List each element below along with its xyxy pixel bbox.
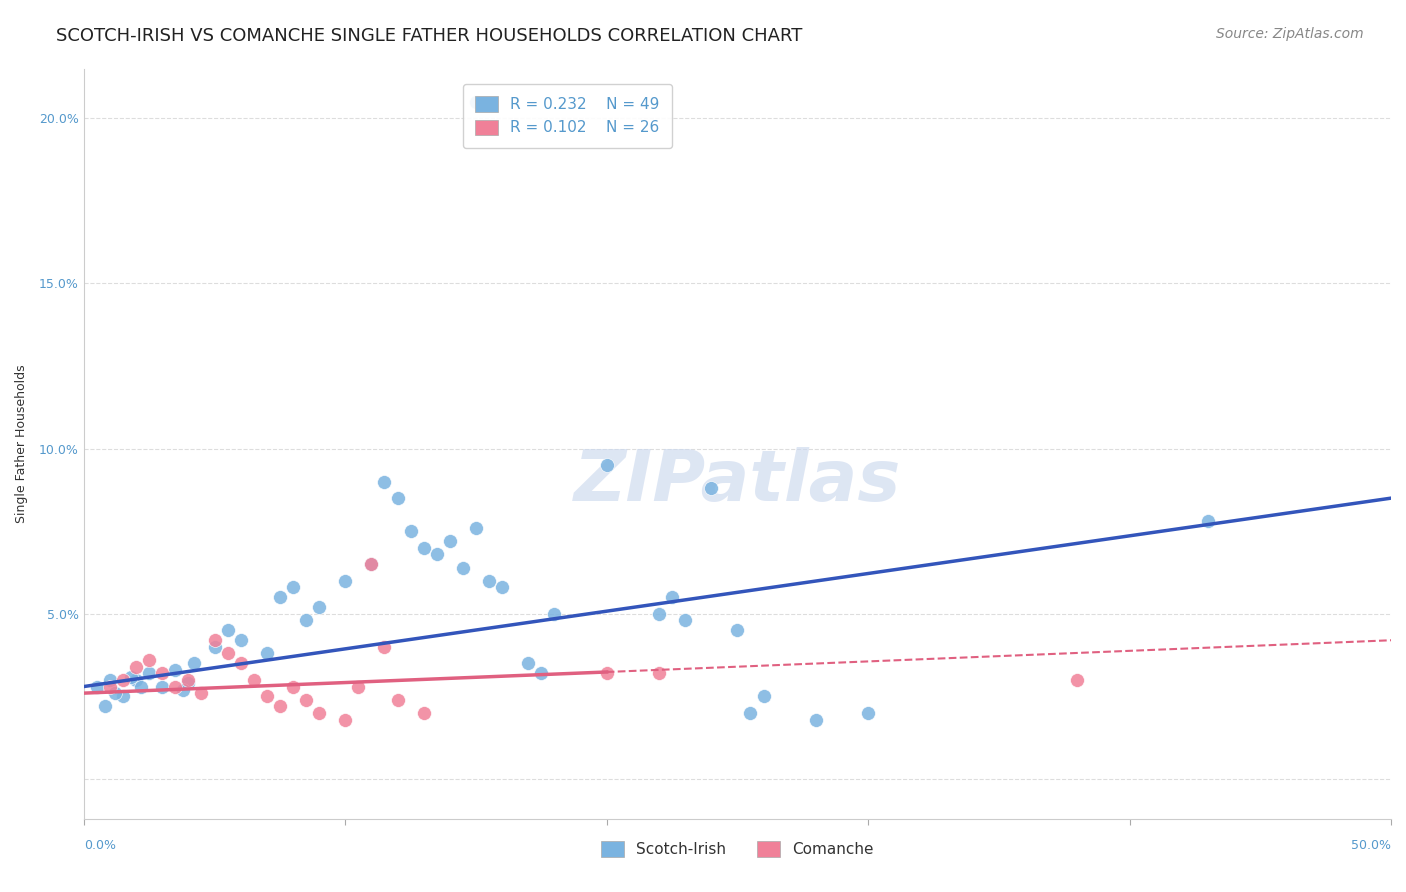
Y-axis label: Single Father Households: Single Father Households [15,364,28,523]
Legend: Scotch-Irish, Comanche: Scotch-Irish, Comanche [595,836,880,863]
Text: 0.0%: 0.0% [84,838,115,852]
Text: ZIPatlas: ZIPatlas [574,447,901,516]
Text: 50.0%: 50.0% [1351,838,1391,852]
Text: SCOTCH-IRISH VS COMANCHE SINGLE FATHER HOUSEHOLDS CORRELATION CHART: SCOTCH-IRISH VS COMANCHE SINGLE FATHER H… [56,27,803,45]
Text: Source: ZipAtlas.com: Source: ZipAtlas.com [1216,27,1364,41]
